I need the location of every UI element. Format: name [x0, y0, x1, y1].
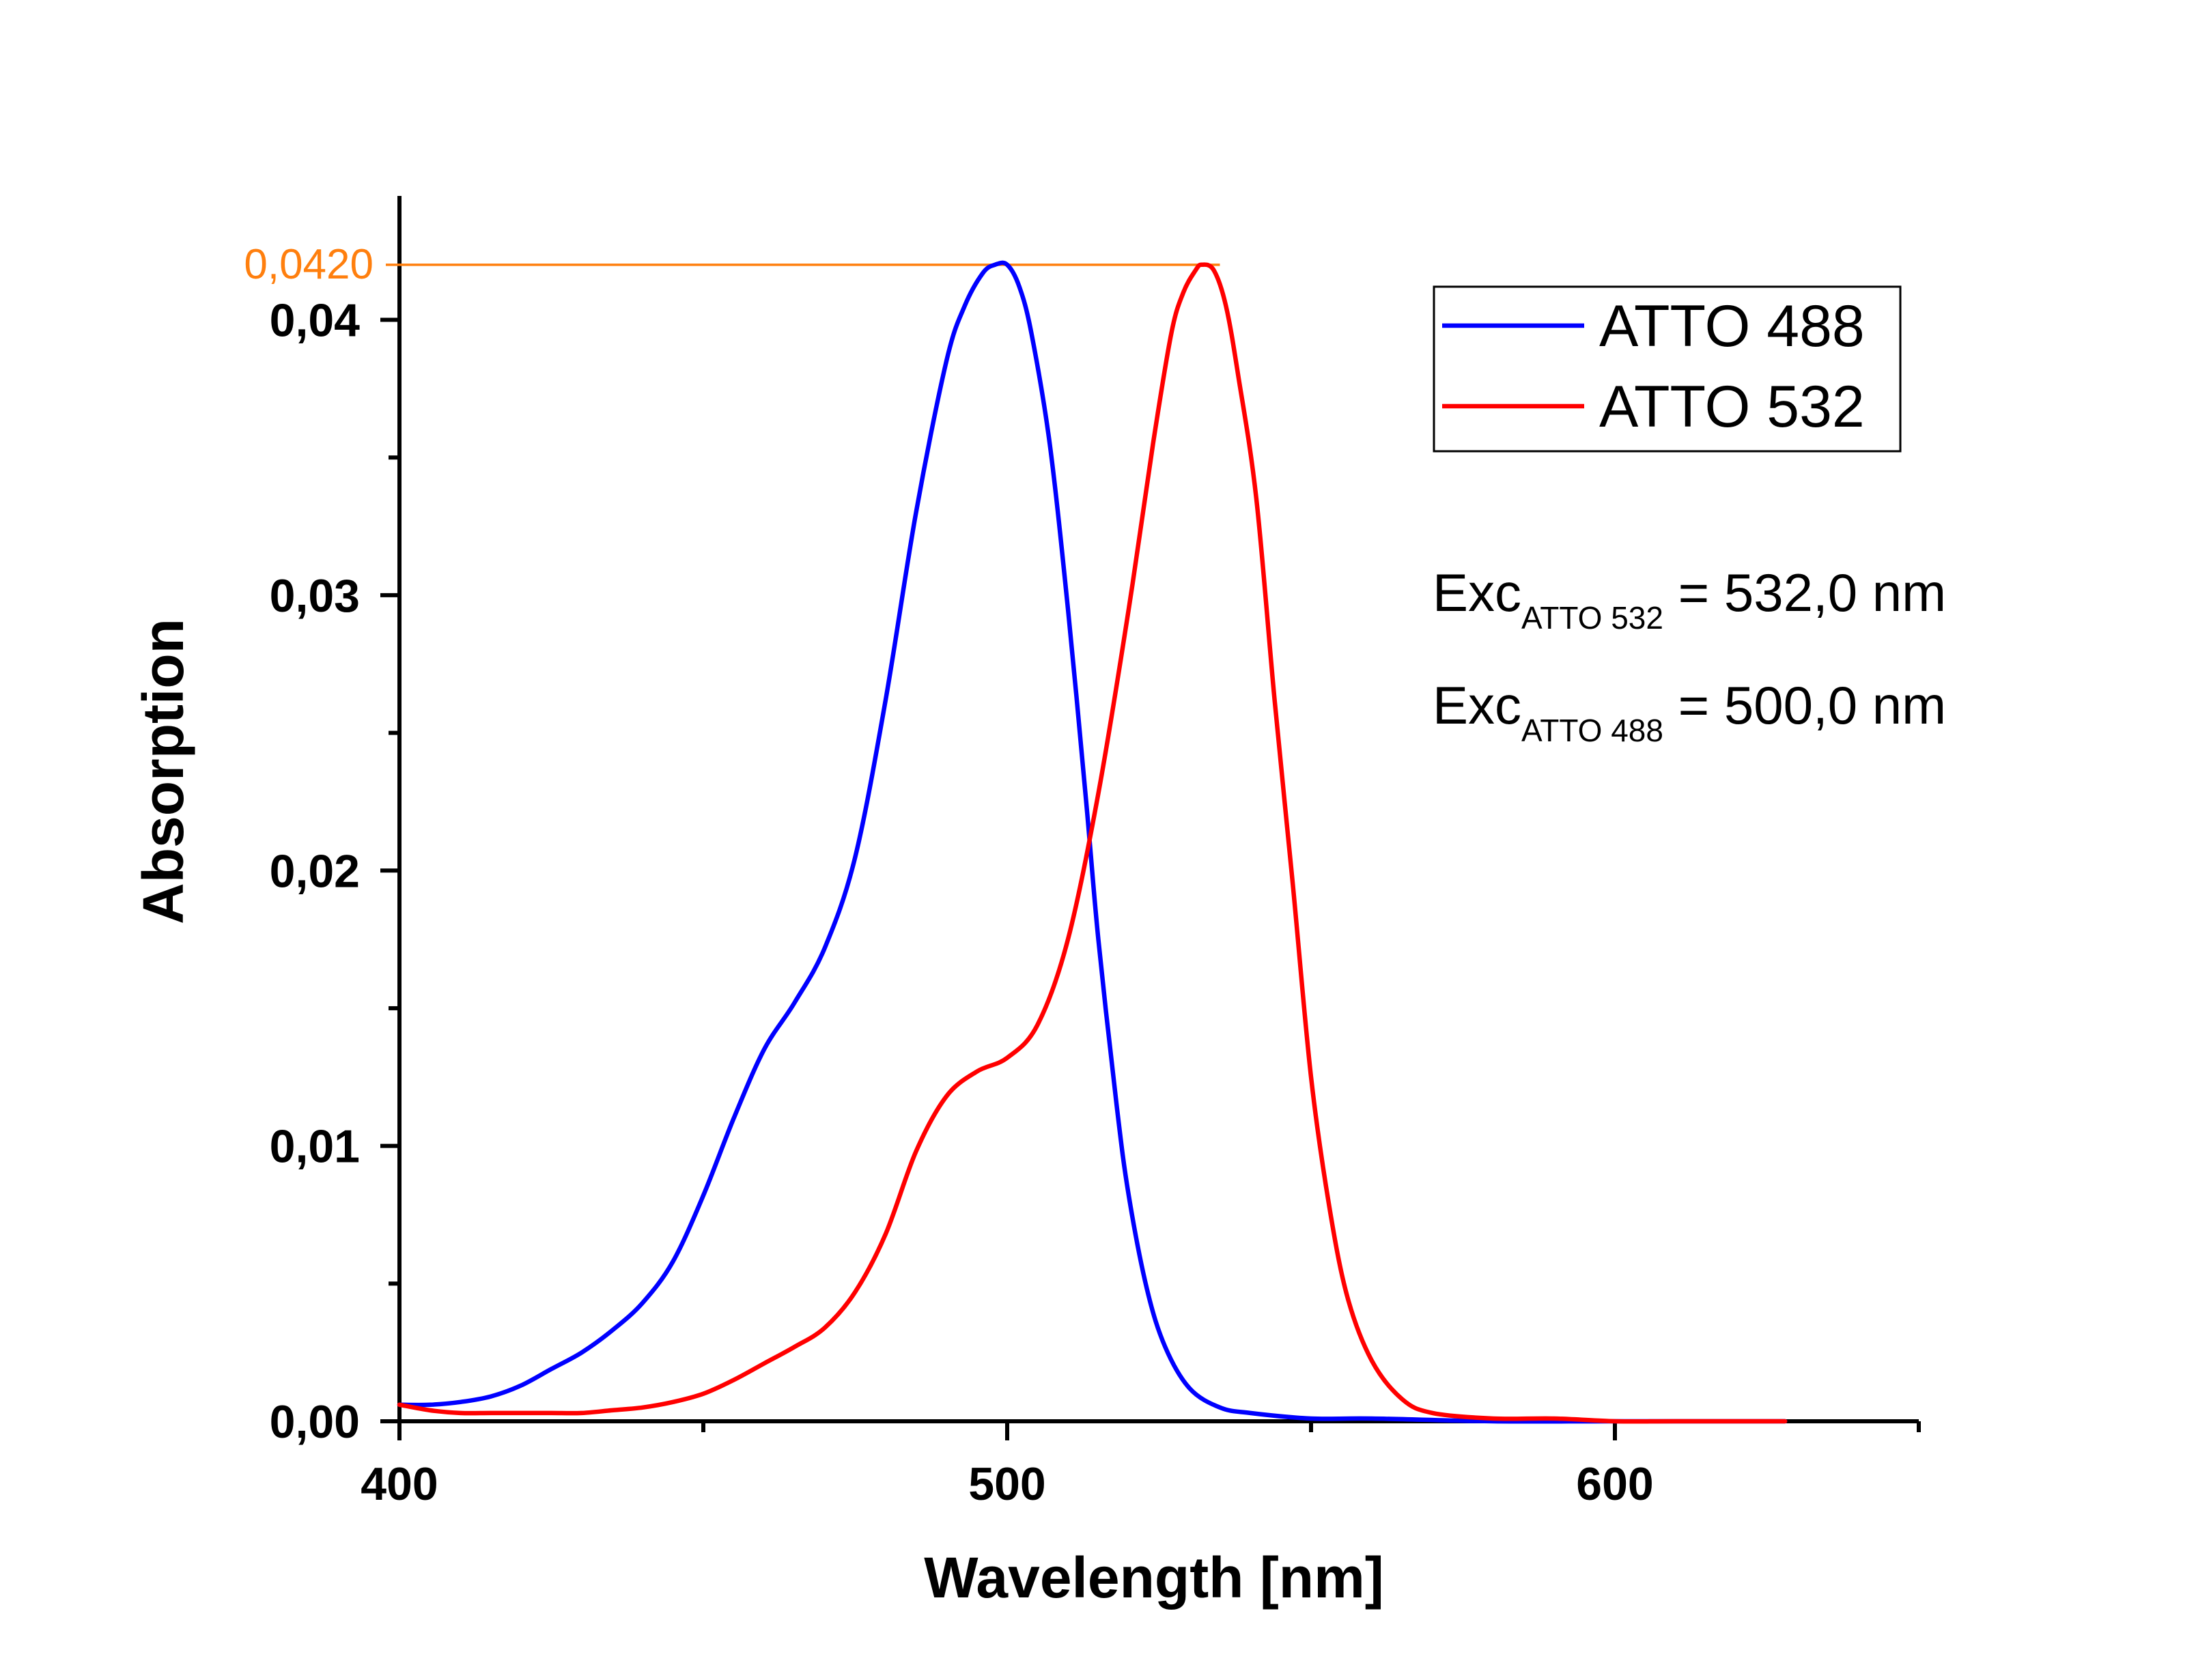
exc-532-subscript: ATTO 532 — [1521, 600, 1663, 636]
y-tick-label: 0,01 — [270, 1121, 360, 1173]
reference-line-group: 0,0420 — [244, 241, 1220, 288]
y-tick-label: 0,00 — [270, 1396, 360, 1448]
excitation-atto-532-annotation: ExcATTO 532 = 532,0 nm — [1433, 563, 1946, 636]
x-tick-label: 500 — [968, 1458, 1045, 1510]
legend: ATTO 488 ATTO 532 — [1433, 285, 1902, 453]
legend-label-atto-488: ATTO 488 — [1599, 294, 1865, 359]
axis-ticks — [380, 317, 1921, 1440]
reference-line-label: 0,0420 — [244, 241, 374, 288]
axis-tick-labels: 400 500 600 0,00 0,01 0,02 0,03 0,04 — [270, 295, 1654, 1510]
exc-488-subscript: ATTO 488 — [1521, 713, 1663, 748]
legend-box — [1433, 285, 1902, 453]
series-curves — [397, 260, 1788, 1424]
exc-488-value: = 500,0 nm — [1663, 675, 1946, 735]
y-tick-label: 0,03 — [270, 570, 360, 622]
y-axis-label: Absorption — [131, 618, 195, 924]
x-axis-label: Wavelength [nm] — [924, 1546, 1384, 1610]
exc-488-main: Exc — [1433, 675, 1521, 735]
legend-label-atto-532: ATTO 532 — [1599, 374, 1865, 440]
exc-532-main: Exc — [1433, 563, 1521, 623]
y-tick-label: 0,02 — [270, 845, 360, 897]
series-line-atto-488 — [397, 260, 1788, 1424]
x-tick-label: 400 — [361, 1458, 438, 1510]
x-tick-label: 600 — [1576, 1458, 1653, 1510]
series-line-atto-532 — [397, 262, 1788, 1424]
exc-532-value: = 532,0 nm — [1663, 563, 1946, 623]
excitation-atto-488-annotation: ExcATTO 488 = 500,0 nm — [1433, 675, 1946, 748]
y-tick-label: 0,04 — [270, 295, 361, 347]
